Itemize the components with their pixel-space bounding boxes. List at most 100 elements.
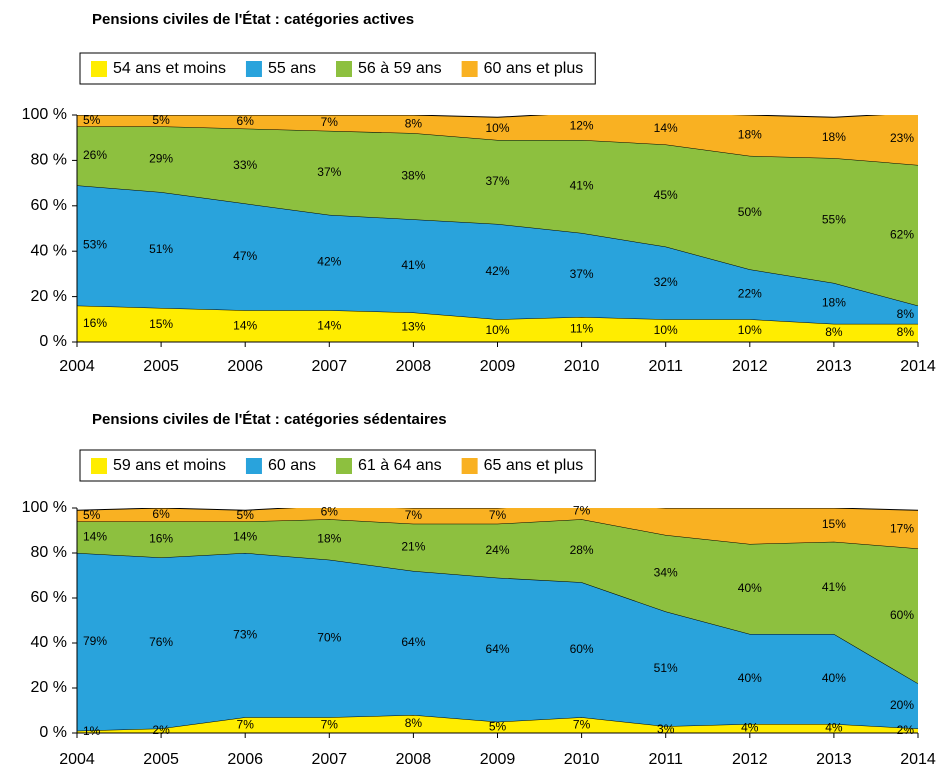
legend-label: 65 ans et plus <box>484 457 584 474</box>
value-label: 50% <box>738 205 762 219</box>
x-tick-label: 2007 <box>312 751 348 768</box>
value-label: 14% <box>233 529 257 543</box>
x-tick-label: 2013 <box>816 751 852 768</box>
value-label: 34% <box>654 565 678 579</box>
value-label: 1% <box>83 724 101 738</box>
value-label: 17% <box>890 522 914 536</box>
value-label: 60% <box>570 642 594 656</box>
value-label: 16% <box>83 316 107 330</box>
value-label: 8% <box>825 325 843 339</box>
legend-label: 55 ans <box>268 60 316 77</box>
x-tick-label: 2005 <box>143 358 179 375</box>
legend-swatch <box>461 61 478 77</box>
plot <box>77 115 918 342</box>
value-label: 7% <box>489 508 507 522</box>
value-label: 40% <box>822 671 846 685</box>
value-label: 55% <box>822 213 846 227</box>
value-label: 60% <box>890 608 914 622</box>
y-tick-label: 0 % <box>39 333 67 350</box>
value-label: 8% <box>897 325 915 339</box>
value-label: 47% <box>233 249 257 263</box>
y-tick-label: 60 % <box>31 197 67 214</box>
value-label: 18% <box>822 296 846 310</box>
x-tick-label: 2009 <box>480 358 516 375</box>
value-label: 7% <box>321 717 339 731</box>
value-label: 51% <box>149 242 173 256</box>
chart-title: Pensions civiles de l'État : catégories … <box>92 411 447 428</box>
x-tick-label: 2014 <box>900 358 936 375</box>
x-tick-label: 2009 <box>480 751 516 768</box>
x-tick-label: 2012 <box>732 358 768 375</box>
x-tick-label: 2010 <box>564 751 600 768</box>
value-label: 23% <box>890 131 914 145</box>
value-label: 16% <box>149 532 173 546</box>
legend-swatch <box>336 61 352 77</box>
value-label: 40% <box>738 581 762 595</box>
x-tick-label: 2010 <box>564 358 600 375</box>
value-label: 7% <box>405 508 423 522</box>
value-label: 42% <box>317 255 341 269</box>
y-tick-label: 80 % <box>31 544 67 561</box>
value-label: 20% <box>890 698 914 712</box>
x-tick-label: 2011 <box>648 751 683 768</box>
value-label: 51% <box>654 661 678 675</box>
value-label: 15% <box>822 517 846 531</box>
x-tick-label: 2008 <box>396 751 432 768</box>
chart-title: Pensions civiles de l'État : catégories … <box>92 11 414 28</box>
value-label: 7% <box>573 717 591 731</box>
value-label: 7% <box>237 717 255 731</box>
y-tick-label: 0 % <box>39 724 67 741</box>
legend-label: 54 ans et moins <box>113 60 226 77</box>
value-label: 15% <box>149 317 173 331</box>
value-label: 37% <box>570 267 594 281</box>
value-label: 21% <box>401 540 425 554</box>
area-edge <box>77 508 918 511</box>
value-label: 18% <box>738 128 762 142</box>
x-tick-label: 2006 <box>227 358 263 375</box>
legend-label: 60 ans et plus <box>484 60 584 77</box>
value-label: 18% <box>822 130 846 144</box>
value-label: 24% <box>485 543 509 557</box>
x-tick-label: 2005 <box>143 751 179 768</box>
legend: 59 ans et moins 60 ans 61 à 64 ans 65 ans e… <box>79 449 596 482</box>
value-label: 33% <box>233 158 257 172</box>
area <box>77 115 918 165</box>
value-label: 28% <box>570 543 594 557</box>
value-label: 10% <box>654 323 678 337</box>
value-label: 5% <box>489 720 507 734</box>
area-edge <box>77 115 886 118</box>
value-label: 73% <box>233 627 257 641</box>
value-label: 40% <box>738 671 762 685</box>
area <box>77 553 918 731</box>
y-tick-label: 20 % <box>31 679 67 696</box>
value-label: 5% <box>152 113 170 127</box>
value-label: 6% <box>321 505 339 519</box>
legend-swatch <box>91 458 107 474</box>
legend-swatch <box>245 61 262 77</box>
value-label: 29% <box>149 151 173 165</box>
value-label: 64% <box>485 642 509 656</box>
area <box>77 185 918 324</box>
value-label: 8% <box>897 307 915 321</box>
area <box>77 126 918 306</box>
legend-label: 56 à 59 ans <box>358 60 442 77</box>
y-tick-label: 100 % <box>22 499 67 516</box>
legend-label: 61 à 64 ans <box>358 457 442 474</box>
value-label: 45% <box>654 188 678 202</box>
value-label: 41% <box>570 179 594 193</box>
area <box>77 519 918 684</box>
y-tick-label: 40 % <box>31 634 67 651</box>
value-label: 5% <box>83 508 101 522</box>
value-label: 32% <box>654 275 678 289</box>
x-tick-label: 2006 <box>227 751 263 768</box>
value-label: 6% <box>237 114 255 128</box>
value-label: 14% <box>233 318 257 332</box>
value-label: 12% <box>570 119 594 133</box>
value-label: 10% <box>738 323 762 337</box>
x-tick-label: 2007 <box>312 358 348 375</box>
value-label: 22% <box>738 287 762 301</box>
value-label: 62% <box>890 227 914 241</box>
y-tick-label: 80 % <box>31 152 67 169</box>
value-label: 5% <box>237 508 255 522</box>
